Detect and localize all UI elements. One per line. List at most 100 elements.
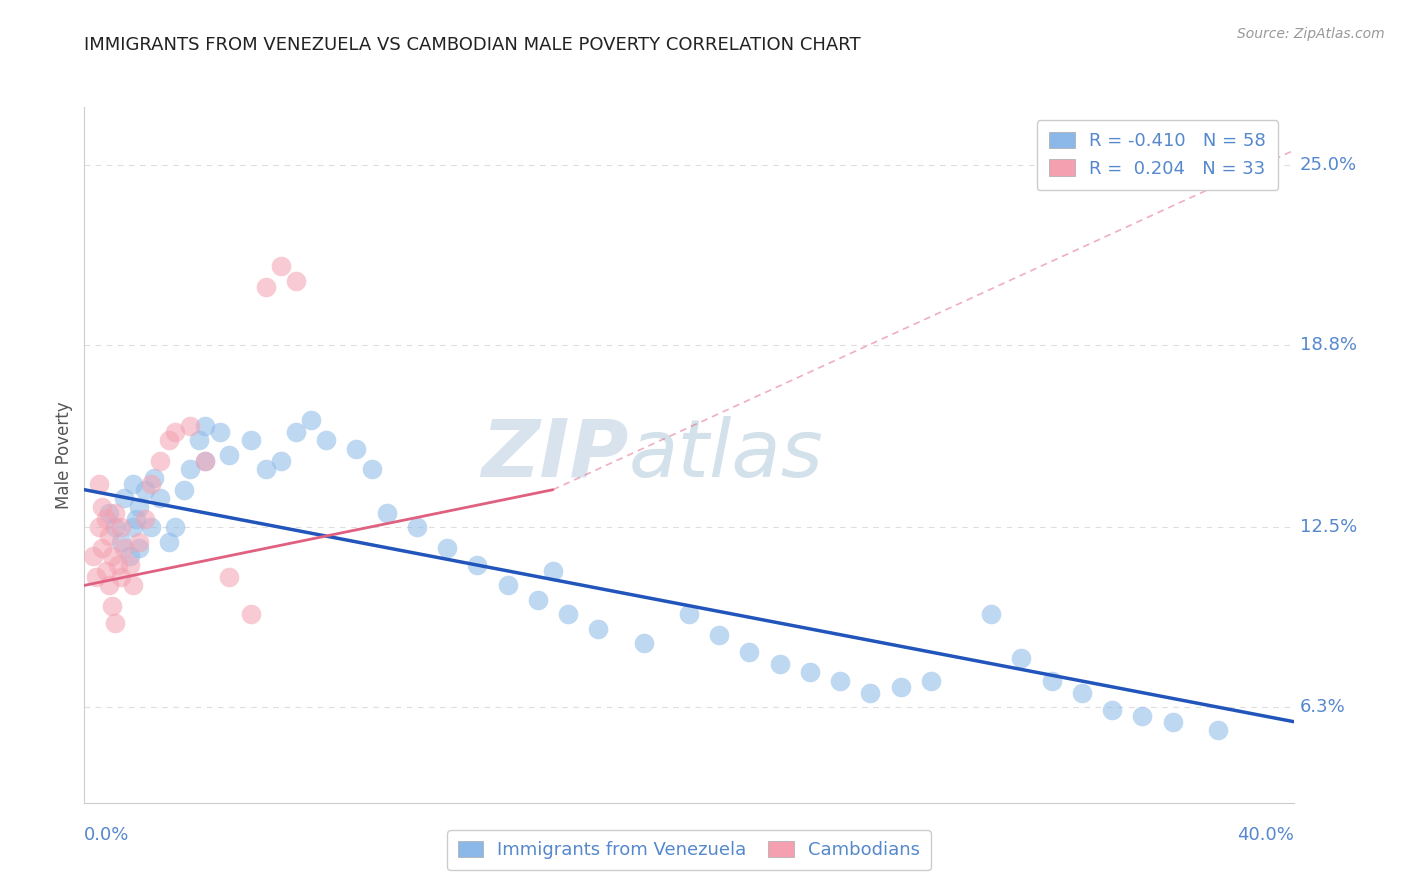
Point xyxy=(496,578,519,592)
Point xyxy=(270,454,292,468)
Point xyxy=(209,425,232,439)
Point xyxy=(254,462,277,476)
Point xyxy=(709,628,731,642)
Point xyxy=(110,570,132,584)
Point xyxy=(738,645,761,659)
Point xyxy=(346,442,368,457)
Point xyxy=(104,520,127,534)
Point xyxy=(179,462,201,476)
Point xyxy=(406,520,429,534)
Point xyxy=(142,471,165,485)
Text: 18.8%: 18.8% xyxy=(1299,335,1357,354)
Text: IMMIGRANTS FROM VENEZUELA VS CAMBODIAN MALE POVERTY CORRELATION CHART: IMMIGRANTS FROM VENEZUELA VS CAMBODIAN M… xyxy=(84,36,860,54)
Point xyxy=(128,500,150,514)
Point xyxy=(121,520,143,534)
Point xyxy=(91,500,114,514)
Point xyxy=(1101,703,1123,717)
Point xyxy=(218,570,240,584)
Point xyxy=(104,506,127,520)
Point xyxy=(86,570,108,584)
Point xyxy=(91,541,114,555)
Point xyxy=(97,529,120,543)
Point xyxy=(239,434,262,448)
Point xyxy=(134,512,156,526)
Point xyxy=(139,520,162,534)
Point xyxy=(128,541,150,555)
Point xyxy=(526,592,548,607)
Point xyxy=(118,558,141,573)
Y-axis label: Male Poverty: Male Poverty xyxy=(55,401,73,508)
Point xyxy=(97,578,120,592)
Point xyxy=(284,425,308,439)
Point xyxy=(360,462,382,476)
Point xyxy=(270,260,292,274)
Text: atlas: atlas xyxy=(628,416,824,494)
Point xyxy=(110,520,132,534)
Text: 0.0%: 0.0% xyxy=(84,826,129,844)
Point xyxy=(588,622,610,636)
Point xyxy=(218,448,240,462)
Point xyxy=(121,578,143,592)
Point xyxy=(799,665,821,680)
Point xyxy=(920,674,942,689)
Point xyxy=(97,506,120,520)
Point xyxy=(112,541,135,555)
Text: ZIP: ZIP xyxy=(481,416,628,494)
Point xyxy=(557,607,579,622)
Point xyxy=(467,558,489,573)
Point xyxy=(134,483,156,497)
Point xyxy=(89,520,111,534)
Point xyxy=(139,476,162,491)
Text: 25.0%: 25.0% xyxy=(1299,156,1357,174)
Point xyxy=(118,549,141,564)
Point xyxy=(541,564,564,578)
Point xyxy=(179,419,201,434)
Point xyxy=(100,549,122,564)
Point xyxy=(633,636,655,650)
Point xyxy=(112,491,135,506)
Point xyxy=(157,535,180,549)
Text: Source: ZipAtlas.com: Source: ZipAtlas.com xyxy=(1237,27,1385,41)
Point xyxy=(194,454,217,468)
Point xyxy=(830,674,852,689)
Point xyxy=(299,413,322,427)
Point xyxy=(1130,708,1153,723)
Point xyxy=(89,476,111,491)
Text: 6.3%: 6.3% xyxy=(1299,698,1346,716)
Point xyxy=(104,615,127,630)
Point xyxy=(128,535,150,549)
Point xyxy=(163,425,186,439)
Point xyxy=(436,541,458,555)
Point xyxy=(188,434,211,448)
Point xyxy=(284,274,308,288)
Point xyxy=(1206,723,1229,738)
Point xyxy=(100,599,122,613)
Text: 12.5%: 12.5% xyxy=(1299,518,1357,536)
Point xyxy=(82,549,104,564)
Point xyxy=(157,434,180,448)
Point xyxy=(1161,714,1184,729)
Point xyxy=(315,434,337,448)
Point xyxy=(254,280,277,294)
Point xyxy=(980,607,1002,622)
Point xyxy=(110,535,132,549)
Point xyxy=(859,685,882,699)
Point xyxy=(149,491,172,506)
Point xyxy=(121,476,143,491)
Point xyxy=(94,512,117,526)
Point xyxy=(239,607,262,622)
Point xyxy=(107,558,129,573)
Text: 40.0%: 40.0% xyxy=(1237,826,1294,844)
Point xyxy=(163,520,186,534)
Point xyxy=(94,564,117,578)
Point xyxy=(194,419,217,434)
Point xyxy=(173,483,195,497)
Point xyxy=(890,680,912,694)
Point xyxy=(125,512,148,526)
Point xyxy=(678,607,700,622)
Point xyxy=(769,657,792,671)
Point xyxy=(1071,685,1094,699)
Point xyxy=(194,454,217,468)
Legend: Immigrants from Venezuela, Cambodians: Immigrants from Venezuela, Cambodians xyxy=(447,830,931,871)
Point xyxy=(1040,674,1063,689)
